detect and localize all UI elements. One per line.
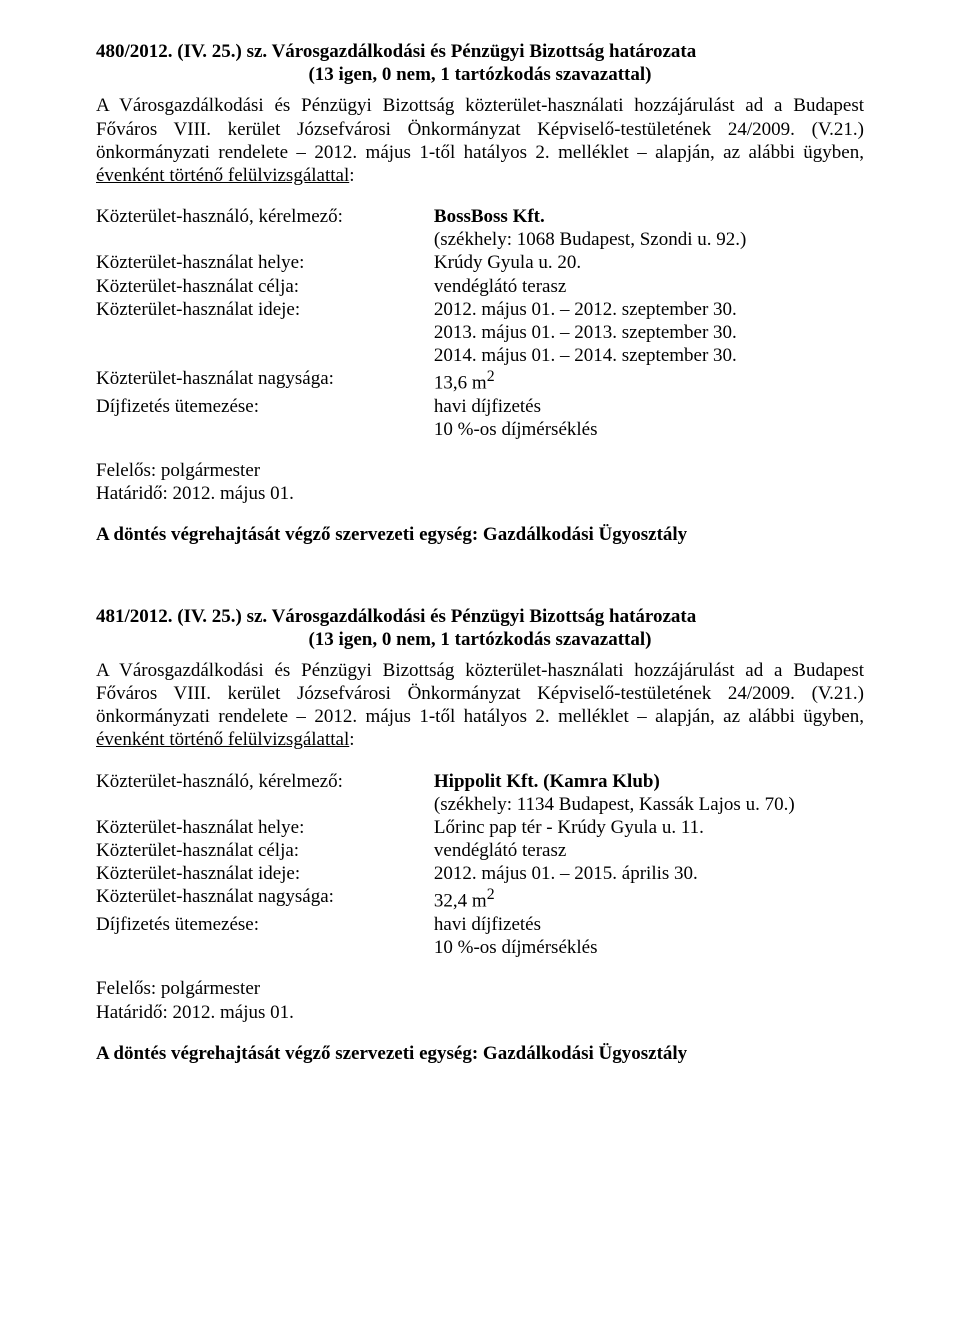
intro-paragraph-1: A Városgazdálkodási és Pénzügyi Bizottsá… bbox=[96, 94, 864, 187]
responsible-2: Felelős: polgármester bbox=[96, 977, 864, 1000]
row-value-line: havi díjfizetés bbox=[434, 914, 541, 935]
row-value-line: Krúdy Gyula u. 20. bbox=[434, 252, 581, 273]
intro-paragraph-2: A Városgazdálkodási és Pénzügyi Bizottsá… bbox=[96, 659, 864, 752]
row-value: 2012. május 01. – 2012. szeptember 30.20… bbox=[434, 298, 864, 368]
resolution-header-1: 480/2012. (IV. 25.) sz. Városgazdálkodás… bbox=[96, 40, 864, 86]
row-label: Közterület-használat ideje: bbox=[96, 298, 434, 368]
resolution-header-2: 481/2012. (IV. 25.) sz. Városgazdálkodás… bbox=[96, 605, 864, 651]
row-value: BossBoss Kft.(székhely: 1068 Budapest, S… bbox=[434, 205, 864, 251]
row-value: havi díjfizetés10 %-os díjmérséklés bbox=[434, 395, 864, 441]
exec-unit-2: A döntés végrehajtását végző szervezeti … bbox=[96, 1042, 864, 1065]
row-value-line: (székhely: 1068 Budapest, Szondi u. 92.) bbox=[434, 229, 746, 250]
superscript: 2 bbox=[487, 368, 495, 385]
intro-underline-1: évenként történő felülvizsgálattal bbox=[96, 165, 349, 186]
table-row: Közterület-használó, kérelmező:Hippolit … bbox=[96, 770, 864, 816]
row-value: 2012. május 01. – 2015. április 30. bbox=[434, 862, 864, 885]
row-label: Közterület-használat helye: bbox=[96, 816, 434, 839]
table-row: Díjfizetés ütemezése:havi díjfizetés10 %… bbox=[96, 395, 864, 441]
row-label: Díjfizetés ütemezése: bbox=[96, 913, 434, 959]
row-value-line: Hippolit Kft. (Kamra Klub) bbox=[434, 771, 660, 792]
row-value: 13,6 m2 bbox=[434, 367, 864, 395]
table-row: Közterület-használat célja:vendéglátó te… bbox=[96, 839, 864, 862]
resolution-ref-1: 480/2012. (IV. 25.) sz. Városgazdálkodás… bbox=[96, 41, 696, 62]
details-table-2: Közterület-használó, kérelmező:Hippolit … bbox=[96, 770, 864, 960]
deadline-1: Határidő: 2012. május 01. bbox=[96, 482, 864, 505]
row-value-line: 2013. május 01. – 2013. szeptember 30. bbox=[434, 322, 737, 343]
row-value-line: 2012. május 01. – 2012. szeptember 30. bbox=[434, 299, 737, 320]
row-label: Közterület-használat célja: bbox=[96, 275, 434, 298]
intro-text-1: A Városgazdálkodási és Pénzügyi Bizottsá… bbox=[96, 95, 864, 162]
exec-unit-1: A döntés végrehajtását végző szervezeti … bbox=[96, 523, 864, 546]
row-value-line: BossBoss Kft. bbox=[434, 206, 545, 227]
table-row: Közterület-használat nagysága:32,4 m2 bbox=[96, 885, 864, 913]
table-row: Közterület-használat nagysága:13,6 m2 bbox=[96, 367, 864, 395]
row-value: Krúdy Gyula u. 20. bbox=[434, 251, 864, 274]
intro-text-2: A Városgazdálkodási és Pénzügyi Bizottsá… bbox=[96, 660, 864, 727]
row-value: vendéglátó terasz bbox=[434, 839, 864, 862]
responsible-1: Felelős: polgármester bbox=[96, 459, 864, 482]
row-label: Közterület-használat helye: bbox=[96, 251, 434, 274]
table-row: Közterület-használat ideje:2012. május 0… bbox=[96, 298, 864, 368]
table-row: Közterület-használat célja:vendéglátó te… bbox=[96, 275, 864, 298]
deadline-2: Határidő: 2012. május 01. bbox=[96, 1001, 864, 1024]
row-value: havi díjfizetés10 %-os díjmérséklés bbox=[434, 913, 864, 959]
row-value-line: 10 %-os díjmérséklés bbox=[434, 419, 598, 440]
row-label: Közterület-használat célja: bbox=[96, 839, 434, 862]
table-row: Közterület-használat helye:Lőrinc pap té… bbox=[96, 816, 864, 839]
table-row: Közterület-használó, kérelmező:BossBoss … bbox=[96, 205, 864, 251]
row-value: vendéglátó terasz bbox=[434, 275, 864, 298]
superscript: 2 bbox=[487, 886, 495, 903]
row-value-line: vendéglátó terasz bbox=[434, 276, 566, 297]
intro-underline-2: évenként történő felülvizsgálattal bbox=[96, 729, 349, 750]
row-value-line: 10 %-os díjmérséklés bbox=[434, 937, 598, 958]
row-label: Közterület-használat nagysága: bbox=[96, 885, 434, 913]
row-value-line: 2012. május 01. – 2015. április 30. bbox=[434, 863, 698, 884]
resolution-vote-2: (13 igen, 0 nem, 1 tartózkodás szavazatt… bbox=[96, 628, 864, 651]
row-value-line: havi díjfizetés bbox=[434, 396, 541, 417]
table-row: Közterület-használat ideje:2012. május 0… bbox=[96, 862, 864, 885]
table-row: Díjfizetés ütemezése:havi díjfizetés10 %… bbox=[96, 913, 864, 959]
resolution-ref-2: 481/2012. (IV. 25.) sz. Városgazdálkodás… bbox=[96, 606, 696, 627]
row-value: Lőrinc pap tér - Krúdy Gyula u. 11. bbox=[434, 816, 864, 839]
row-value-line: 2014. május 01. – 2014. szeptember 30. bbox=[434, 345, 737, 366]
page: 480/2012. (IV. 25.) sz. Városgazdálkodás… bbox=[0, 0, 960, 1337]
row-label: Közterület-használat nagysága: bbox=[96, 367, 434, 395]
row-label: Díjfizetés ütemezése: bbox=[96, 395, 434, 441]
row-value-line: Lőrinc pap tér - Krúdy Gyula u. 11. bbox=[434, 817, 704, 838]
row-value-line: vendéglátó terasz bbox=[434, 840, 566, 861]
row-label: Közterület-használat ideje: bbox=[96, 862, 434, 885]
row-value-line: (székhely: 1134 Budapest, Kassák Lajos u… bbox=[434, 794, 795, 815]
resolution-vote-1: (13 igen, 0 nem, 1 tartózkodás szavazatt… bbox=[96, 63, 864, 86]
row-value: Hippolit Kft. (Kamra Klub)(székhely: 113… bbox=[434, 770, 864, 816]
details-table-1: Közterület-használó, kérelmező:BossBoss … bbox=[96, 205, 864, 441]
table-row: Közterület-használat helye:Krúdy Gyula u… bbox=[96, 251, 864, 274]
section-gap bbox=[96, 565, 864, 605]
row-label: Közterület-használó, kérelmező: bbox=[96, 205, 434, 251]
row-label: Közterület-használó, kérelmező: bbox=[96, 770, 434, 816]
row-value-line: 32,4 m bbox=[434, 891, 487, 912]
row-value: 32,4 m2 bbox=[434, 885, 864, 913]
row-value-line: 13,6 m bbox=[434, 373, 487, 394]
